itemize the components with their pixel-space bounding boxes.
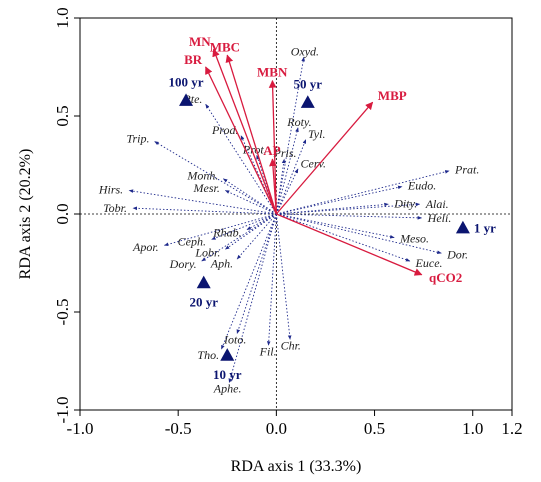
y-tick-label: 0.0	[53, 203, 72, 224]
x-tick-label: 0.0	[266, 419, 287, 438]
species-arrow-aph	[236, 213, 277, 260]
species-label-prot: Prot.	[242, 143, 267, 157]
species-label-lobr: Lobr.	[194, 246, 220, 260]
species-arrow-cerv	[275, 168, 299, 215]
species-arrow-mesr	[224, 190, 277, 215]
env-arrow-mbc	[225, 54, 277, 215]
species-arrow-chr	[275, 213, 292, 340]
species-arrow-monh	[222, 178, 277, 215]
env-label-mbn: MBN	[257, 65, 288, 80]
site-label-1-yr: 1 yr	[474, 221, 496, 236]
environmental-arrows: MN MBC BR MBN MBP AP qCO2	[184, 34, 462, 285]
y-axis: -1.0 -0.5 0.0 0.5 1.0	[53, 7, 80, 423]
site-marker-50-yr	[300, 95, 315, 108]
env-label-qco2: qCO2	[429, 270, 462, 285]
x-axis: -1.0 -0.5 0.0 0.5 1.0 1.2	[67, 410, 523, 438]
species-arrow-fil	[266, 213, 277, 346]
species-arrow-eudo	[276, 185, 403, 215]
species-arrow-pte	[205, 103, 277, 215]
species-label-prod: Prod.	[211, 123, 239, 137]
species-label-alai: Alai.	[425, 197, 449, 211]
species-label-ceph: Ceph.	[178, 235, 206, 249]
species-label-heli: Heli.	[427, 211, 452, 225]
species-arrows: Oxyd.Roty.Tyl.Pte.Prod.Trip.Prot. Pris.Ce…	[98, 44, 480, 395]
y-tick-label: 1.0	[53, 7, 72, 28]
site-marker-100-yr	[179, 93, 194, 106]
species-label-fil: Fil.	[259, 344, 277, 358]
species-label-trip: Trip.	[126, 131, 149, 145]
env-label-mbc: MBC	[210, 40, 240, 55]
species-arrow-euce	[276, 213, 411, 262]
species-label-aph: Aph.	[210, 257, 233, 271]
species-label-prat: Prat.	[454, 162, 479, 176]
site-label-50-yr: 50 yr	[294, 76, 323, 91]
site-marker-20-yr	[196, 275, 211, 289]
env-label-ap: AP	[263, 143, 280, 158]
site-markers: 100 yr 50 yr 1 yr 20 yr 10 yr	[169, 74, 497, 382]
species-label-hirs: Hirs.	[98, 183, 123, 197]
env-arrow-ap	[269, 158, 278, 215]
species-label-ioto: Ioto.	[223, 332, 246, 346]
species-label-oxyd: Oxyd.	[291, 44, 319, 58]
env-arrow-br	[205, 66, 277, 215]
species-arrow-prat	[276, 170, 450, 215]
species-label-eudo: Eudo.	[407, 178, 436, 192]
x-tick-label: 1.0	[462, 419, 483, 438]
species-arrow-tyl	[275, 139, 307, 215]
site-label-100-yr: 100 yr	[169, 74, 204, 89]
x-tick-label: -0.5	[165, 419, 192, 438]
x-tick-label: -1.0	[67, 419, 94, 438]
y-tick-label: -1.0	[53, 397, 72, 424]
species-arrow-meso	[276, 213, 395, 239]
env-label-mn: MN	[189, 34, 211, 49]
x-axis-title: RDA axis 1 (33.3%)	[231, 458, 362, 475]
x-tick-label: 1.2	[501, 419, 522, 438]
x-tick-label: 0.5	[364, 419, 385, 438]
site-label-20-yr: 20 yr	[189, 295, 218, 310]
species-label-pris: Pris.	[273, 146, 297, 160]
species-label-monh: Monh.	[186, 168, 218, 182]
y-axis-title: RDA axis 2 (20.2%)	[17, 149, 34, 280]
species-label-tobr: Tobr.	[103, 201, 127, 215]
species-label-apor: Apor.	[132, 240, 159, 254]
y-tick-label: 0.5	[53, 105, 72, 126]
species-arrow-tobr	[132, 206, 277, 215]
species-arrow-trip	[154, 141, 277, 215]
species-arrow-aphe	[228, 213, 277, 383]
env-label-mbp: MBP	[378, 88, 407, 103]
species-arrow-dor	[276, 213, 442, 255]
species-label-dory: Dory.	[169, 257, 197, 271]
env-label-br: BR	[184, 52, 203, 67]
env-arrow-mn	[212, 48, 277, 215]
species-arrow-dity	[276, 202, 389, 215]
species-label-dor: Dor.	[446, 248, 468, 262]
species-arrow-hirs	[128, 189, 277, 215]
env-arrow-mbn	[268, 79, 278, 215]
species-label-euce: Euce.	[415, 256, 443, 270]
species-label-mesr: Mesr.	[193, 181, 220, 195]
species-label-meso: Meso.	[399, 232, 429, 246]
species-label-chr: Chr.	[281, 338, 301, 352]
species-arrow-dory	[201, 213, 277, 262]
species-label-dity: Dity.	[393, 197, 417, 211]
env-arrow-mbp	[275, 101, 374, 215]
site-marker-1-yr	[455, 220, 470, 234]
species-label-tho: Tho.	[197, 348, 219, 362]
species-arrow-pris	[275, 158, 286, 215]
species-arrow-heli	[276, 213, 423, 220]
species-label-aphe: Aphe.	[213, 381, 242, 395]
species-arrow-roty	[275, 127, 299, 215]
y-tick-label: -0.5	[53, 299, 72, 326]
site-label-10-yr: 10 yr	[213, 367, 242, 382]
species-label-tyl: Tyl.	[308, 127, 325, 141]
site-marker-10-yr	[220, 348, 235, 361]
env-arrow-qco2	[276, 213, 423, 276]
species-label-roty: Roty.	[286, 115, 311, 129]
species-arrow-alai	[276, 202, 421, 215]
species-arrow-ceph	[211, 213, 277, 240]
species-label-cerv: Cerv.	[301, 157, 326, 171]
